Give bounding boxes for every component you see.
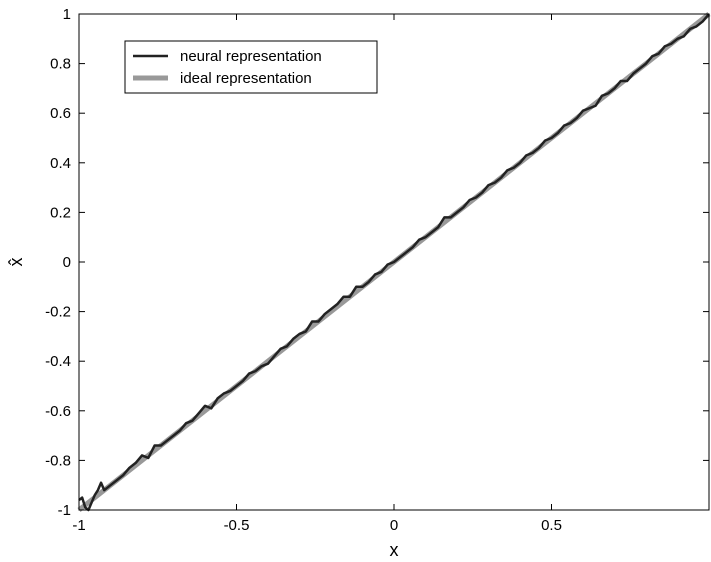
x-tick-label: 0.5 — [541, 517, 562, 534]
y-tick-label: 0.6 — [50, 105, 71, 122]
y-tick-label: -1 — [58, 502, 71, 519]
legend: neural representation ideal representati… — [124, 40, 378, 94]
neural-series-layer — [78, 13, 710, 512]
plot-frame — [78, 13, 710, 511]
x-tick-label: -0.5 — [224, 517, 250, 534]
y-tick-label: -0.8 — [45, 452, 71, 469]
y-tick-label: 0.8 — [50, 56, 71, 73]
y-tick-label: 1 — [63, 6, 71, 23]
legend-label-ideal: ideal representation — [180, 70, 312, 87]
tick-labels-layer: -1 -0.5 0 0.5 -1 -0.8 -0.6 -0.4 -0.2 0 0.2 0.4 0.6 0.… — [45, 6, 562, 534]
x-tick-label: 0 — [390, 517, 398, 534]
x-axis-label: x — [390, 540, 399, 560]
y-tick-label: -0.4 — [45, 353, 71, 370]
y-tick-label: 0.4 — [50, 155, 71, 172]
y-tick-label: -0.2 — [45, 304, 71, 321]
legend-box — [124, 40, 378, 94]
y-axis-label: x̂ — [6, 258, 26, 267]
y-tick-label: 0.2 — [50, 204, 71, 221]
y-tick-label: -0.6 — [45, 403, 71, 420]
y-tick-label: 0 — [63, 254, 71, 271]
x-tick-label: -1 — [72, 517, 85, 534]
legend-label-neural: neural representation — [180, 48, 322, 65]
neural-representation-line — [78, 13, 710, 512]
